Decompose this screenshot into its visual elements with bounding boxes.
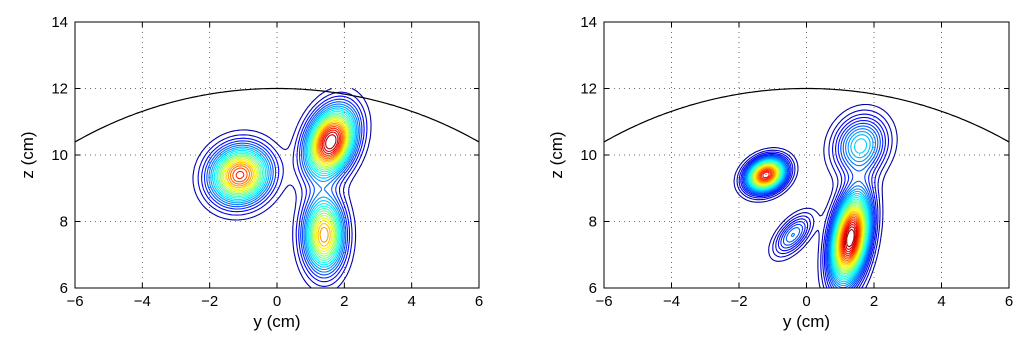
contour-level xyxy=(749,160,869,279)
contour-level xyxy=(742,122,881,288)
contour-level xyxy=(213,109,355,266)
y-axis-label: z (cm) xyxy=(547,131,566,178)
grid-lines xyxy=(75,22,479,288)
x-tick-label: 2 xyxy=(340,293,348,310)
contour-level xyxy=(755,165,863,266)
contour-level xyxy=(762,171,858,255)
x-tick-label: 0 xyxy=(273,293,281,310)
contour-level xyxy=(733,103,898,288)
contour-level xyxy=(748,159,870,281)
contour-level xyxy=(221,116,350,255)
x-axis-label: y (cm) xyxy=(253,312,300,331)
contour-level xyxy=(756,167,862,263)
y-tick-label: 6 xyxy=(60,280,68,297)
contour-level xyxy=(846,228,855,248)
y-tick-label: 14 xyxy=(51,14,68,31)
y-tick-label: 14 xyxy=(580,14,597,31)
x-tick-label: 4 xyxy=(407,293,415,310)
left-contour-panel: −6 −4 −2 0 2 4 6 6 8 10 12 14 y (cm) z (cm) xyxy=(18,14,483,331)
y-tick-label: 10 xyxy=(580,147,597,164)
contour-lines xyxy=(733,103,898,288)
x-tick-label: 0 xyxy=(802,293,810,310)
contour-level xyxy=(751,162,866,273)
contour-level xyxy=(738,113,890,288)
x-tick-label: 6 xyxy=(1005,293,1013,310)
contour-level xyxy=(741,119,884,288)
boundary-arc xyxy=(604,87,1009,143)
y-tick-label: 6 xyxy=(589,280,597,297)
contour-level xyxy=(756,166,862,265)
contour-level xyxy=(222,118,348,253)
contour-level xyxy=(218,113,352,259)
contour-level xyxy=(758,168,860,260)
contour-level xyxy=(325,134,337,150)
y-tick-label: 12 xyxy=(51,81,68,98)
x-tick-label: 2 xyxy=(870,293,878,310)
contour-level xyxy=(754,164,864,269)
contour-level xyxy=(740,116,886,288)
x-tick-label: −6 xyxy=(595,293,612,310)
x-tick-label: −6 xyxy=(66,293,83,310)
contour-level xyxy=(203,98,363,279)
contour-level xyxy=(736,109,893,288)
contour-level xyxy=(759,169,860,258)
x-tick-label: −4 xyxy=(663,293,680,310)
contour-level xyxy=(229,124,344,185)
contour-level xyxy=(746,134,871,285)
contour-level xyxy=(227,122,345,243)
boundary-arc xyxy=(75,87,479,143)
y-tick-label: 8 xyxy=(589,214,597,231)
x-tick-label: 6 xyxy=(475,293,483,310)
contour-level xyxy=(321,129,340,155)
contour-level xyxy=(226,121,346,247)
contour-level xyxy=(212,107,356,268)
contour-level xyxy=(224,119,347,250)
x-tick-label: −2 xyxy=(201,293,218,310)
right-contour-panel: −6 −4 −2 0 2 4 6 6 8 10 12 14 y (cm) z (cm) xyxy=(547,14,1013,331)
contour-level xyxy=(219,115,351,257)
x-tick-label: −4 xyxy=(134,293,151,310)
y-tick-label: 8 xyxy=(60,214,68,231)
contour-level xyxy=(197,91,368,287)
contour-level xyxy=(216,112,353,262)
contour-level xyxy=(752,163,866,272)
y-tick-label: 10 xyxy=(51,147,68,164)
contour-level xyxy=(749,161,868,278)
contour-level xyxy=(747,138,870,283)
y-axis-label: z (cm) xyxy=(18,131,37,178)
y-tick-label: 12 xyxy=(580,81,597,98)
contour-level xyxy=(201,95,365,283)
contour-lines xyxy=(192,87,372,288)
contour-level xyxy=(192,87,372,288)
contour-level xyxy=(232,125,343,183)
contour-level xyxy=(745,130,874,287)
contour-level xyxy=(206,101,361,276)
contour-level xyxy=(215,110,354,264)
x-tick-label: −2 xyxy=(730,293,747,310)
contour-level xyxy=(235,127,342,180)
contour-level xyxy=(210,105,358,271)
contour-level xyxy=(208,103,359,273)
contour-level xyxy=(744,128,877,288)
grid-lines xyxy=(604,22,1009,288)
contour-level xyxy=(760,170,859,257)
contour-level xyxy=(765,173,857,253)
x-tick-label: 4 xyxy=(937,293,945,310)
x-axis-label: y (cm) xyxy=(783,312,830,331)
contour-level xyxy=(323,131,339,153)
contour-level xyxy=(844,226,856,251)
contour-level xyxy=(743,125,879,288)
contour-level xyxy=(757,167,861,262)
